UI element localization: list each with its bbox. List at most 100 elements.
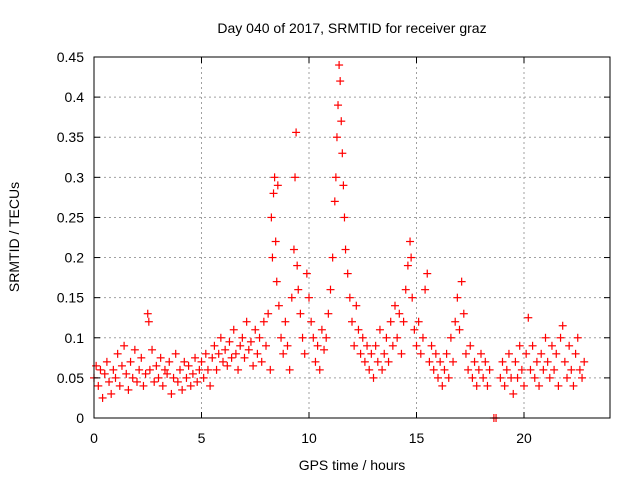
- data-point: [289, 245, 298, 254]
- data-point: [255, 333, 264, 342]
- data-point: [219, 357, 227, 366]
- y-tick-label: 0.25: [57, 209, 84, 225]
- data-point: [210, 341, 219, 350]
- data-point: [251, 325, 260, 334]
- data-point: [386, 317, 395, 326]
- data-point: [94, 381, 103, 390]
- data-point: [472, 381, 481, 390]
- data-point: [395, 309, 404, 318]
- data-point: [513, 373, 522, 382]
- data-point: [268, 253, 277, 262]
- data-point: [199, 373, 208, 382]
- x-tick-label: 20: [516, 430, 532, 446]
- data-point: [240, 353, 249, 362]
- data-point: [340, 213, 349, 222]
- data-point: [511, 357, 520, 366]
- data-point: [291, 173, 300, 182]
- data-point: [272, 277, 281, 286]
- data-point: [206, 381, 215, 390]
- data-point: [154, 373, 163, 382]
- data-point: [163, 369, 172, 378]
- data-point: [274, 301, 283, 310]
- data-point: [468, 373, 477, 382]
- data-point: [502, 365, 511, 374]
- data-point: [298, 333, 307, 342]
- data-point: [326, 285, 335, 294]
- data-point: [128, 373, 137, 382]
- data-point: [231, 349, 240, 358]
- data-point: [322, 333, 331, 342]
- data-point: [253, 349, 262, 358]
- data-point: [300, 349, 309, 358]
- data-point: [148, 345, 157, 354]
- data-point: [324, 309, 333, 318]
- data-point: [354, 325, 363, 334]
- y-tick-label: 0.05: [57, 370, 84, 386]
- data-point: [294, 285, 303, 294]
- data-point: [285, 365, 294, 374]
- data-point: [470, 357, 479, 366]
- data-point: [358, 333, 367, 342]
- data-point: [188, 369, 197, 378]
- data-point: [167, 389, 176, 398]
- data-point: [453, 293, 462, 302]
- data-point: [264, 309, 273, 318]
- data-point: [451, 317, 460, 326]
- data-point: [212, 365, 221, 374]
- data-point: [440, 365, 449, 374]
- data-point: [214, 349, 223, 358]
- data-point: [186, 381, 195, 390]
- data-point: [178, 385, 187, 394]
- data-point: [143, 309, 152, 318]
- data-point: [496, 373, 505, 382]
- data-point: [461, 349, 470, 358]
- data-point: [337, 117, 346, 126]
- data-point: [266, 365, 275, 374]
- data-point: [156, 353, 165, 362]
- data-point: [107, 389, 116, 398]
- data-point: [556, 333, 565, 342]
- data-point: [455, 325, 464, 334]
- data-point: [139, 381, 148, 390]
- data-point: [120, 341, 129, 350]
- data-point: [436, 357, 445, 366]
- data-point: [520, 381, 528, 390]
- data-point: [543, 357, 552, 366]
- data-point: [281, 317, 290, 326]
- data-point: [173, 377, 182, 386]
- data-point: [528, 341, 537, 350]
- data-point: [498, 357, 507, 366]
- data-point: [388, 341, 397, 350]
- data-point: [160, 365, 169, 374]
- data-point: [135, 365, 144, 374]
- data-point: [459, 309, 468, 318]
- data-point: [144, 317, 153, 326]
- data-point: [100, 369, 109, 378]
- data-point: [363, 341, 372, 350]
- data-point: [479, 373, 488, 382]
- data-point: [537, 349, 546, 358]
- data-point: [195, 365, 204, 374]
- data-point: [102, 357, 111, 366]
- data-point: [466, 341, 475, 350]
- data-point: [416, 349, 425, 358]
- y-tick-label: 0.35: [57, 129, 84, 145]
- data-point: [485, 365, 494, 374]
- data-point: [449, 357, 458, 366]
- data-point: [421, 285, 430, 294]
- data-point: [365, 365, 374, 374]
- data-point: [550, 365, 559, 374]
- data-point: [350, 341, 359, 350]
- data-point: [332, 133, 341, 142]
- data-point: [410, 325, 419, 334]
- data-point: [115, 381, 124, 390]
- data-point: [509, 389, 518, 398]
- data-point: [341, 245, 350, 254]
- data-point: [249, 361, 258, 370]
- data-point: [431, 349, 440, 358]
- data-point: [193, 377, 202, 386]
- data-point: [481, 357, 490, 366]
- data-point: [554, 381, 563, 390]
- data-point: [504, 349, 513, 358]
- data-point: [271, 237, 280, 246]
